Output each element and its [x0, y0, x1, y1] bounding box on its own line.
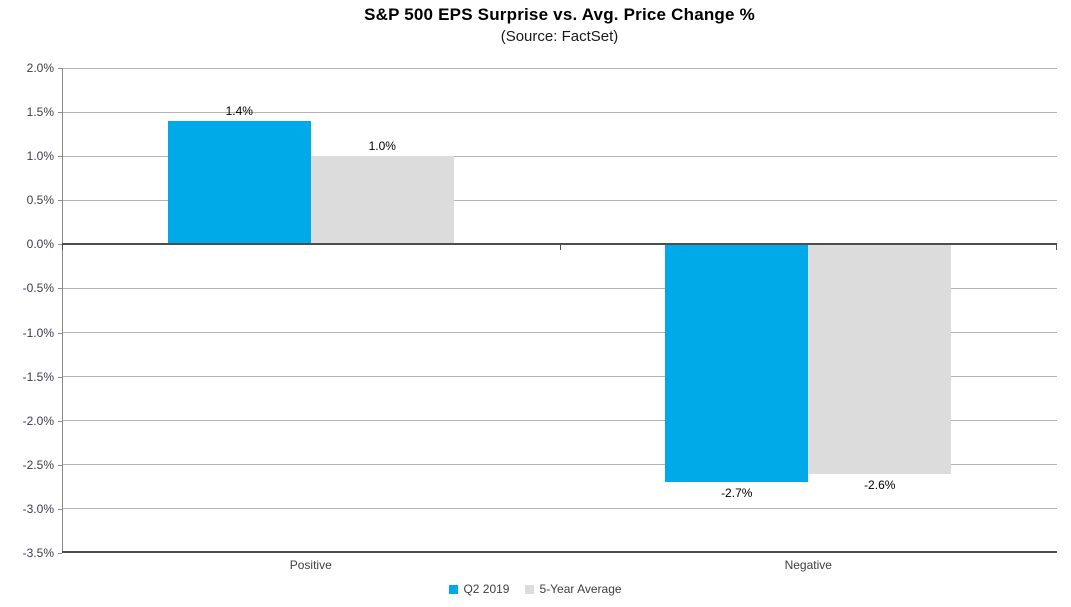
bar-data-label-negative-5-year-average: -2.6%	[864, 477, 896, 492]
legend-label: Q2 2019	[463, 582, 510, 596]
bar-negative-5-year-average	[808, 244, 952, 474]
y-axis-tick-label: -0.5%	[22, 281, 54, 296]
y-axis-tick-label: 1.5%	[26, 105, 54, 120]
y-axis-tick	[58, 508, 62, 510]
gridline	[62, 332, 1057, 334]
y-axis-tick	[58, 376, 62, 378]
y-axis-tick-label: -3.5%	[22, 546, 54, 560]
y-axis-tick	[58, 112, 62, 114]
y-axis-tick	[58, 464, 62, 466]
bar-positive-q2-2019	[167, 120, 311, 245]
gridline	[62, 376, 1057, 378]
gridline	[62, 464, 1057, 466]
y-axis-tick	[58, 244, 62, 246]
bar-negative-q2-2019	[665, 244, 809, 483]
y-axis-tick	[58, 332, 62, 334]
y-axis-tick-label: 2.0%	[26, 61, 54, 75]
gridline	[62, 111, 1057, 113]
y-axis-tick	[58, 156, 62, 158]
y-axis-tick-label: -3.0%	[22, 501, 54, 516]
category-axis-tick	[1056, 245, 1057, 251]
gridline	[62, 155, 1057, 157]
legend-swatch-icon	[525, 584, 535, 594]
x-axis-category-label: Negative	[784, 558, 832, 572]
y-axis-tick-label: -1.5%	[22, 369, 54, 384]
y-axis-tick	[58, 553, 62, 554]
legend-swatch-icon	[449, 584, 459, 594]
y-axis-tick-label: 0.5%	[26, 193, 54, 208]
zero-axis-line	[62, 243, 1057, 246]
y-axis-tick	[58, 200, 62, 202]
y-axis-tick	[58, 288, 62, 290]
y-axis-tick	[58, 68, 62, 69]
bar-data-label-positive-q2-2019: 1.4%	[225, 103, 253, 118]
gridline	[62, 508, 1057, 510]
chart-subtitle: (Source: FactSet)	[500, 28, 619, 45]
y-axis-line	[62, 68, 63, 553]
y-axis-tick-label: -1.0%	[22, 325, 54, 340]
x-axis-category-label: Positive	[289, 558, 332, 572]
bar-data-label-negative-q2-2019: -2.7%	[721, 486, 753, 501]
y-axis-tick-label: -2.0%	[22, 413, 54, 428]
bottom-axis-line	[62, 551, 1057, 553]
y-axis-tick	[58, 420, 62, 422]
category-axis-tick	[559, 245, 561, 251]
legend-item: Q2 2019	[449, 582, 509, 596]
y-axis-tick-label: -2.5%	[22, 457, 54, 472]
gridline	[62, 287, 1057, 289]
category-axis-tick	[62, 245, 63, 251]
chart-title: S&P 500 EPS Surprise vs. Avg. Price Chan…	[364, 5, 755, 24]
y-axis-tick-label: 0.0%	[26, 237, 54, 252]
y-axis-tick-label: 1.0%	[26, 149, 54, 164]
bar-data-label-positive-5-year-average: 1.0%	[368, 139, 396, 154]
gridline	[62, 199, 1057, 201]
legend-item: 5-Year Average	[525, 582, 622, 596]
gridline	[62, 67, 1057, 69]
legend: Q2 2019 5-Year Average	[0, 581, 1071, 597]
gridline	[62, 420, 1057, 422]
bar-positive-5-year-average	[310, 156, 454, 245]
plot-area: 2.0% 1.5% 1.0% 0.5% 0.0% -0.5% -1.0% -1.5% -2.0%…	[23, 61, 1057, 572]
legend-label: 5-Year Average	[539, 582, 622, 596]
